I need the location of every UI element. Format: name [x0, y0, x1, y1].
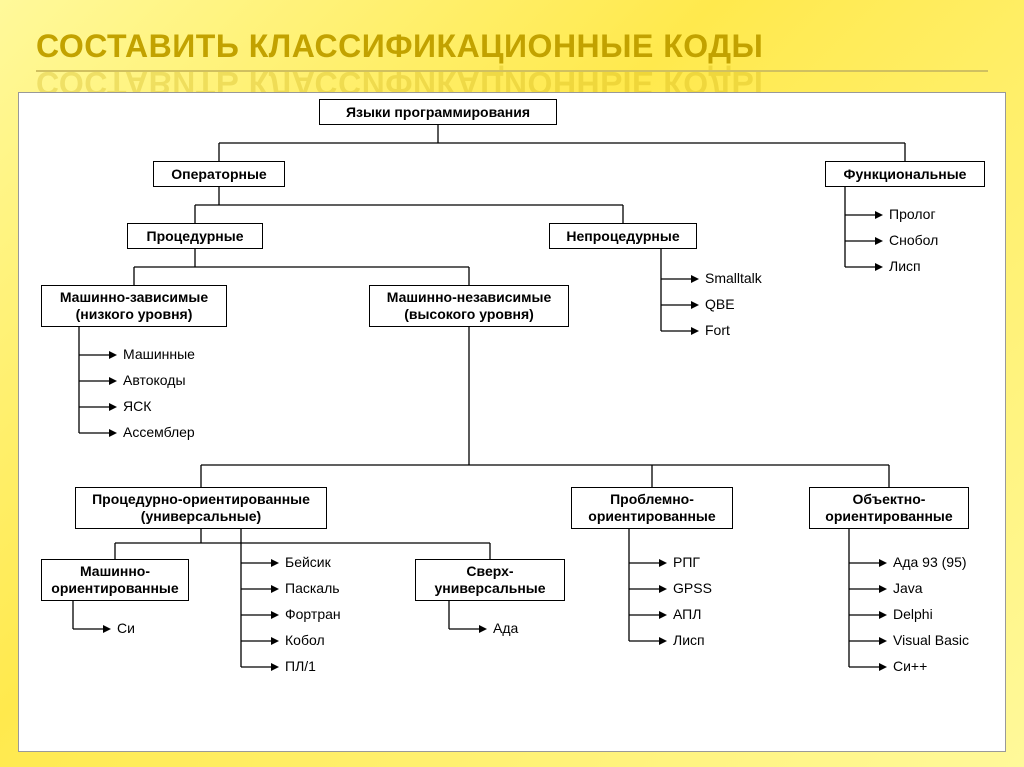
arrow-icon [271, 611, 279, 619]
leaf-nonproc_leaves-0: Smalltalk [705, 270, 762, 286]
node-oper: Операторные [153, 161, 285, 187]
arrow-icon [109, 351, 117, 359]
arrow-icon [659, 585, 667, 593]
node-problem: Проблемно-ориентированные [571, 487, 733, 529]
arrow-icon [875, 263, 883, 271]
arrow-icon [479, 625, 487, 633]
title-underline [36, 70, 988, 72]
arrow-icon [103, 625, 111, 633]
diagram-canvas: Языки программирования Операторные Функцио… [18, 92, 1006, 752]
leaf-nonproc_leaves-1: QBE [705, 296, 735, 312]
arrow-icon [691, 275, 699, 283]
leaf-mdep_leaves-1: Автокоды [123, 372, 186, 388]
arrow-icon [659, 637, 667, 645]
leaf-object_leaves-4: Си++ [893, 658, 927, 674]
arrow-icon [271, 559, 279, 567]
node-root: Языки программирования [319, 99, 557, 125]
leaf-func_leaves-1: Снобол [889, 232, 938, 248]
node-func: Функциональные [825, 161, 985, 187]
node-nonproc: Непроцедурные [549, 223, 697, 249]
leaf-func_leaves-0: Пролог [889, 206, 936, 222]
arrow-icon [875, 211, 883, 219]
arrow-icon [271, 585, 279, 593]
leaf-mdep_leaves-0: Машинные [123, 346, 195, 362]
arrow-icon [879, 663, 887, 671]
node-super: Сверх-универсальные [415, 559, 565, 601]
arrow-icon [691, 301, 699, 309]
leaf-object_leaves-3: Visual Basic [893, 632, 969, 648]
leaf-procorient_leaves-4: ПЛ/1 [285, 658, 316, 674]
arrow-icon [659, 559, 667, 567]
leaf-problem_leaves-1: GPSS [673, 580, 712, 596]
leaf-func_leaves-2: Лисп [889, 258, 921, 274]
slide-title: СОСТАВИТЬ КЛАССИФИКАЦИОННЫЕ КОДЫ СОСТАВИ… [36, 28, 763, 65]
node-procorient: Процедурно-ориентированные(универсальные… [75, 487, 327, 529]
arrow-icon [879, 559, 887, 567]
arrow-icon [659, 611, 667, 619]
arrow-icon [879, 585, 887, 593]
arrow-icon [875, 237, 883, 245]
arrow-icon [271, 663, 279, 671]
leaf-problem_leaves-0: РПГ [673, 554, 700, 570]
leaf-object_leaves-1: Java [893, 580, 923, 596]
leaf-procorient_leaves-3: Кобол [285, 632, 325, 648]
leaf-problem_leaves-3: Лисп [673, 632, 705, 648]
title-text: СОСТАВИТЬ КЛАССИФИКАЦИОННЫЕ КОДЫ [36, 28, 763, 64]
node-object: Объектно-ориентированные [809, 487, 969, 529]
node-machorient: Машинно-ориентированные [41, 559, 189, 601]
arrow-icon [271, 637, 279, 645]
diagram-connectors [19, 93, 1007, 753]
leaf-machorient_leaves-0: Си [117, 620, 135, 636]
node-mindep: Машинно-независимые(высокого уровня) [369, 285, 569, 327]
arrow-icon [879, 637, 887, 645]
arrow-icon [109, 429, 117, 437]
leaf-object_leaves-2: Delphi [893, 606, 933, 622]
arrow-icon [109, 377, 117, 385]
leaf-problem_leaves-2: АПЛ [673, 606, 701, 622]
leaf-super_leaves-0: Ада [493, 620, 518, 636]
leaf-procorient_leaves-0: Бейсик [285, 554, 331, 570]
arrow-icon [109, 403, 117, 411]
leaf-nonproc_leaves-2: Fort [705, 322, 730, 338]
leaf-object_leaves-0: Ада 93 (95) [893, 554, 967, 570]
leaf-mdep_leaves-2: ЯСК [123, 398, 151, 414]
arrow-icon [691, 327, 699, 335]
leaf-procorient_leaves-1: Паскаль [285, 580, 340, 596]
leaf-procorient_leaves-2: Фортран [285, 606, 341, 622]
leaf-mdep_leaves-3: Ассемблер [123, 424, 195, 440]
arrow-icon [879, 611, 887, 619]
node-mdep: Машинно-зависимые(низкого уровня) [41, 285, 227, 327]
node-proc: Процедурные [127, 223, 263, 249]
